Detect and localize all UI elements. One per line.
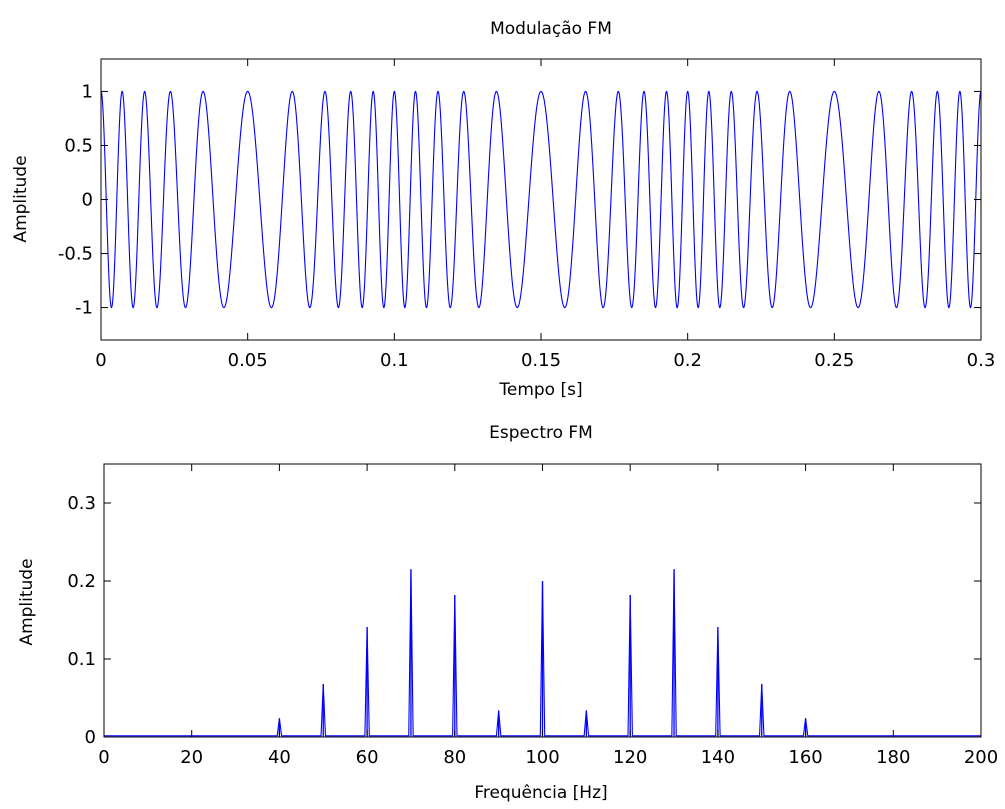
bottom-plot-ticks: 0 20 40 60 80 100 120 140 160 180 200 0 0.1 0.2 0.3: [67, 464, 998, 768]
top-y-tick-label: 1: [82, 81, 93, 102]
bot-y-tick-label: 0.2: [67, 571, 96, 592]
top-y-tick-label: -0.5: [58, 244, 93, 265]
top-y-axis-label: Amplitude: [11, 155, 31, 242]
fm-spectrum-plot: Espectro FM 0 20 40 60 80 100 120 140 160 180 2000…: [17, 423, 998, 803]
bot-x-tick-label: 20: [180, 747, 203, 768]
bot-x-tick-label: 60: [356, 747, 379, 768]
top-x-tick-label: 0.2: [673, 350, 702, 371]
bottom-y-axis-label: Amplitude: [17, 558, 37, 645]
spectrum-series: [104, 569, 981, 737]
fm-signal-line: [100, 90, 982, 309]
bottom-plot-title: Espectro FM: [489, 423, 593, 443]
top-x-tick-label: 0: [95, 350, 106, 371]
top-x-axis-label: Tempo [s]: [498, 380, 582, 400]
bot-x-tick-label: 100: [525, 747, 559, 768]
top-y-tick-label: -1: [75, 298, 93, 319]
top-x-tick-label: 0.15: [521, 350, 561, 371]
bot-y-tick-label: 0: [85, 727, 96, 748]
top-x-tick-label: 0.1: [380, 350, 409, 371]
bot-y-tick-label: 0.3: [67, 493, 96, 514]
top-x-tick-label: 0.25: [814, 350, 854, 371]
bot-x-tick-label: 80: [443, 747, 466, 768]
bot-x-tick-label: 0: [98, 747, 109, 768]
top-y-tick-label: 0.5: [64, 135, 93, 156]
top-plot-title: Modulação FM: [490, 19, 612, 39]
fm-modulation-plot: Modulação FM 0 0.05 0.1 0.15 0.2 0.25 0.3 -1 -0.…: [11, 19, 995, 400]
top-y-tick-label: 0: [82, 190, 93, 211]
bot-x-tick-label: 200: [964, 747, 998, 768]
top-x-tick-label: 0.05: [228, 350, 268, 371]
bot-x-tick-label: 140: [701, 747, 735, 768]
top-plot-ticks: 0 0.05 0.1 0.15 0.2 0.25 0.3 -1 -0.5 0 0.5 1: [58, 59, 995, 371]
top-plot-area: [101, 59, 981, 340]
fm-signal-series: [100, 90, 982, 309]
top-x-tick-label: 0.3: [967, 350, 996, 371]
bot-x-tick-label: 180: [876, 747, 910, 768]
bottom-x-axis-label: Frequência [Hz]: [474, 783, 607, 803]
bot-x-tick-label: 160: [788, 747, 822, 768]
bot-x-tick-label: 40: [268, 747, 291, 768]
bot-y-tick-label: 0.1: [67, 649, 96, 670]
bot-x-tick-label: 120: [613, 747, 647, 768]
